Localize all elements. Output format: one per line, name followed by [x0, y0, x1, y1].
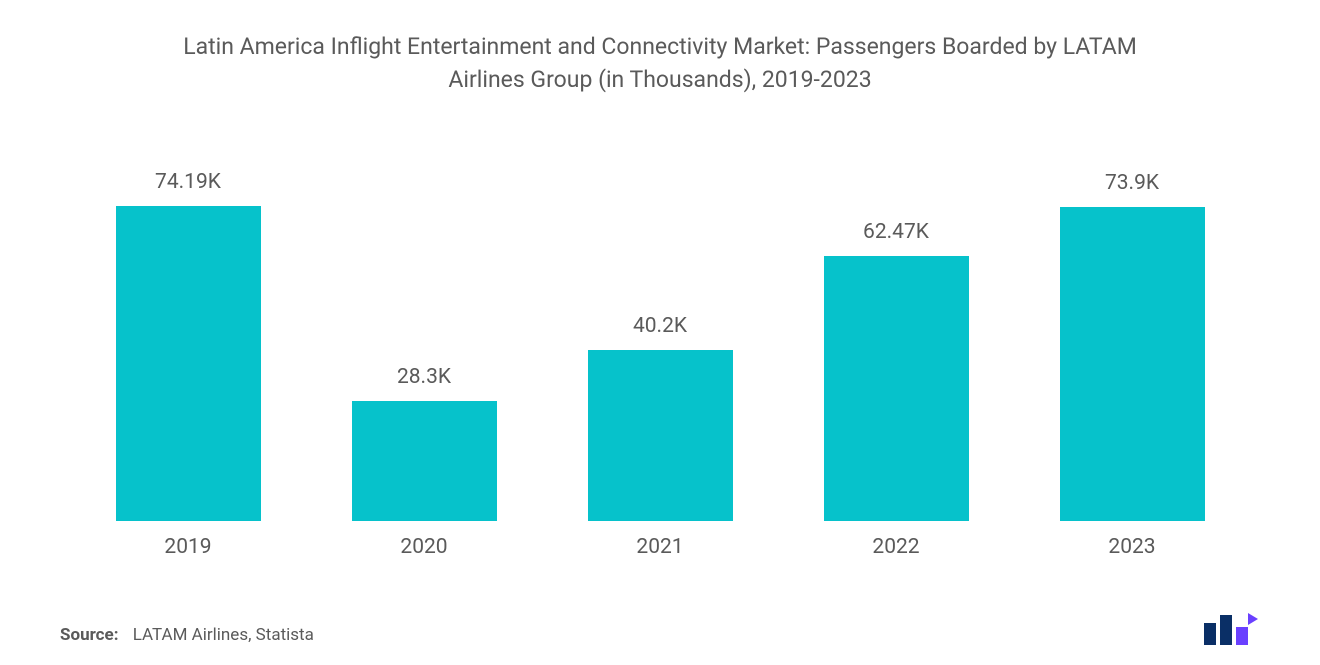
- bar-value-label: 73.9K: [1105, 171, 1159, 195]
- bar-category-label: 2020: [400, 535, 447, 559]
- bar-value-label: 74.19K: [155, 170, 221, 194]
- bar-value-label: 40.2K: [633, 314, 687, 338]
- bar-2021: [588, 350, 733, 521]
- source-text: LATAM Airlines, Statista: [133, 625, 314, 645]
- brand-logo-icon: [1202, 609, 1260, 645]
- chart-title: Latin America Inflight Entertainment and…: [160, 30, 1160, 97]
- bar-2020: [352, 401, 497, 521]
- chart-footer: Source: LATAM Airlines, Statista: [50, 609, 1270, 645]
- bar-group-2021: 40.2K 2021: [542, 147, 778, 559]
- chart-container: Latin America Inflight Entertainment and…: [0, 0, 1320, 665]
- bar-group-2019: 74.19K 2019: [70, 147, 306, 559]
- bar-value-label: 62.47K: [863, 220, 929, 244]
- plot-area: 74.19K 2019 28.3K 2020 40.2K 2021 62.47K…: [50, 147, 1270, 559]
- bar-value-label: 28.3K: [397, 365, 451, 389]
- source-label: Source:: [60, 625, 118, 645]
- bar-category-label: 2019: [164, 535, 211, 559]
- bar-category-label: 2021: [636, 535, 683, 559]
- bar-group-2020: 28.3K 2020: [306, 147, 542, 559]
- bar-2019: [116, 206, 261, 521]
- bar-group-2023: 73.9K 2023: [1014, 147, 1250, 559]
- bar-category-label: 2023: [1108, 535, 1155, 559]
- source-line: Source: LATAM Airlines, Statista: [60, 625, 314, 645]
- bar-group-2022: 62.47K 2022: [778, 147, 1014, 559]
- bar-2023: [1060, 207, 1205, 521]
- bar-category-label: 2022: [872, 535, 919, 559]
- bar-2022: [824, 256, 969, 521]
